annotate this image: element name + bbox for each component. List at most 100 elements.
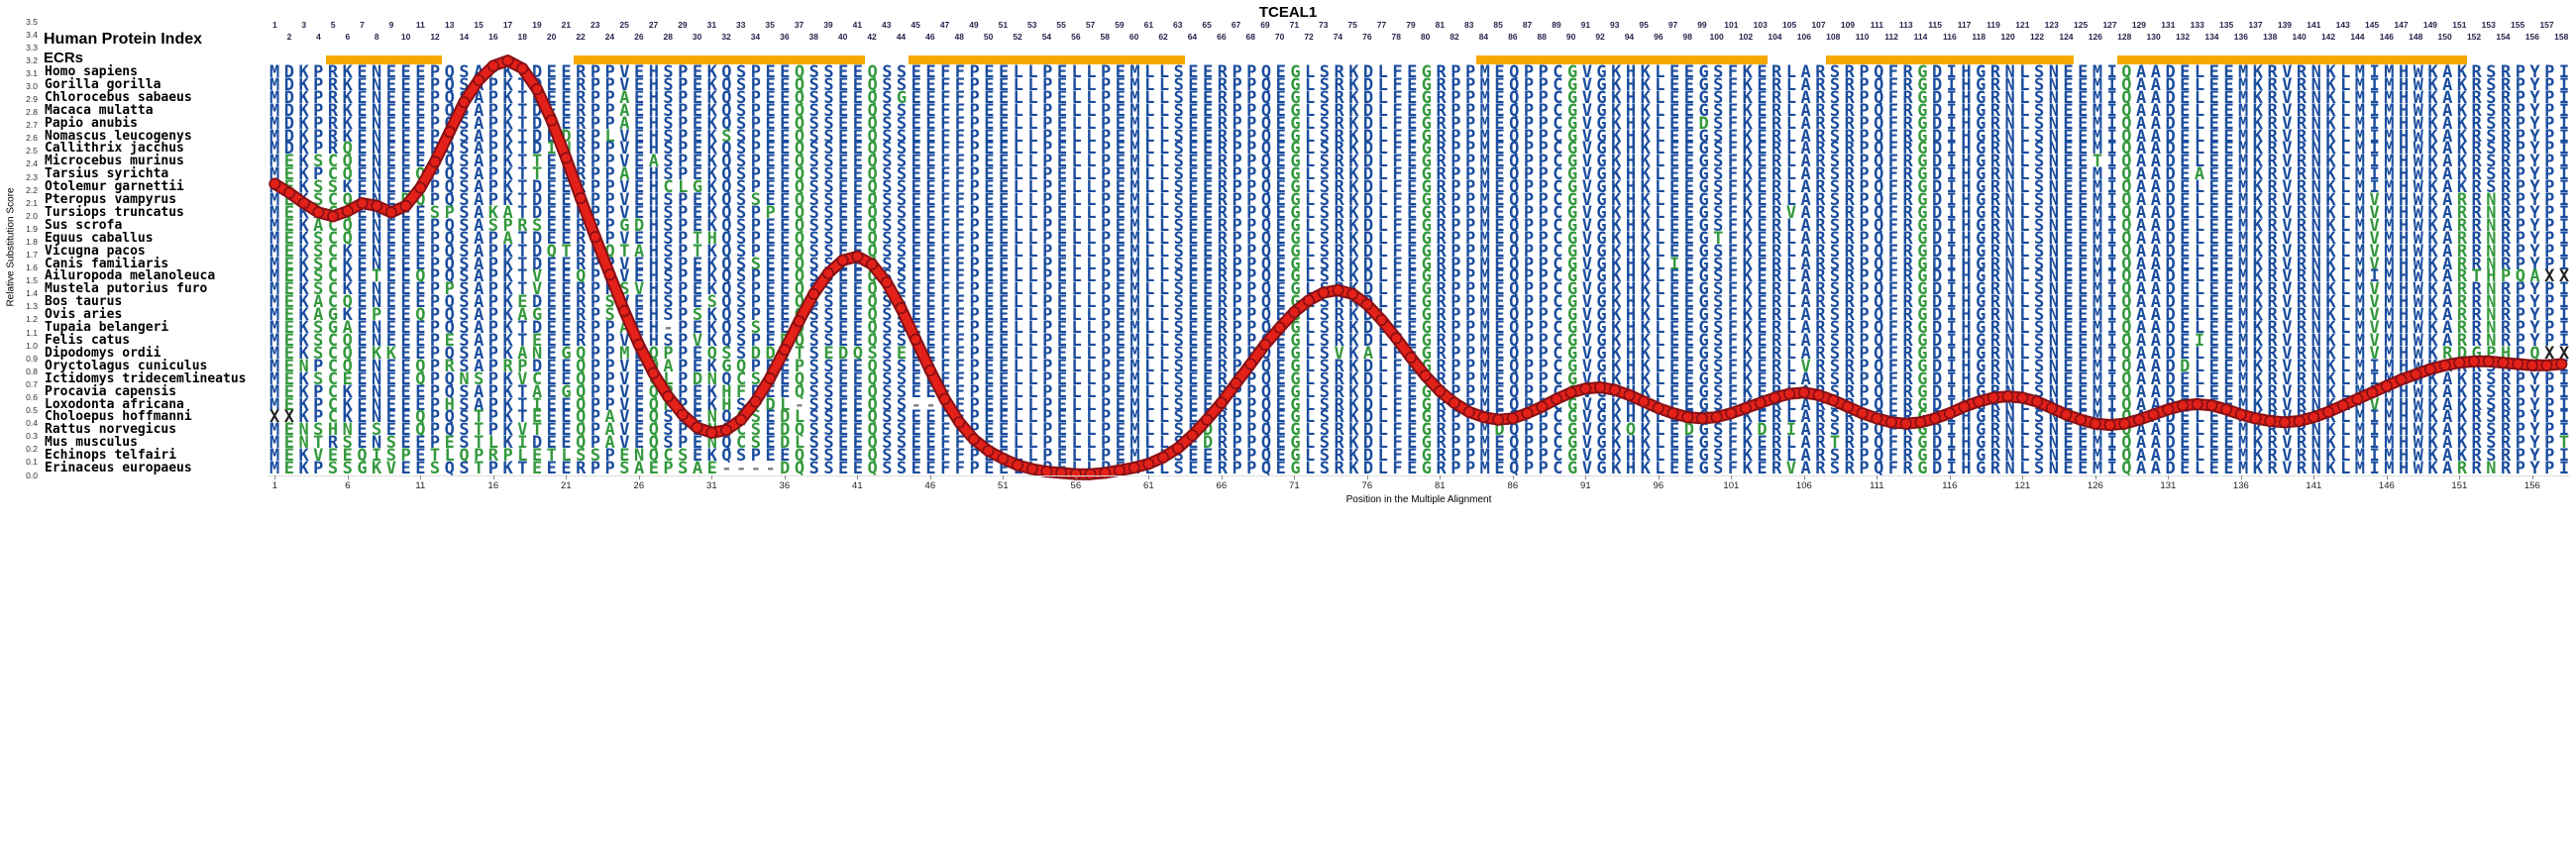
alignment-column-number: 88 [1537, 32, 1547, 42]
species-name: Tarsius syrichta [45, 166, 169, 182]
alignment-column-number: 3 [301, 20, 307, 30]
y-tick-label: 3.1 [26, 67, 38, 78]
y-tick-label: 0.6 [26, 391, 38, 402]
y-tick-label: 3.5 [26, 16, 38, 27]
alignment-column-number: 36 [780, 32, 790, 42]
y-tick-label: 2.6 [26, 133, 38, 144]
alignment-column-number: 150 [2437, 32, 2452, 42]
alignment-column-number: 142 [2320, 32, 2336, 42]
alignment-column-number: 80 [1420, 32, 1431, 42]
alignment-column-number: 4 [316, 32, 321, 42]
alignment-column-number: 87 [1522, 20, 1533, 30]
species-name: Canis familiaris [45, 256, 169, 271]
alignment-column-number: 116 [1942, 32, 1957, 42]
x-tick-label: 76 [1361, 480, 1373, 491]
ecrs-label: ECRs [44, 50, 84, 66]
alignment-column-number: 74 [1333, 32, 1343, 42]
y-tick-label: 1.1 [26, 327, 38, 338]
species-name: Microcebus murinus [45, 154, 184, 169]
alignment-column-number: 13 [445, 20, 455, 30]
x-tick-mark [2459, 475, 2461, 479]
alignment-column-number: 37 [794, 20, 805, 30]
x-tick-mark [711, 475, 713, 479]
x-tick-mark [1148, 475, 1150, 479]
x-tick-mark [1075, 475, 1077, 479]
alignment-column-number: 95 [1639, 20, 1649, 30]
x-tick-mark [1731, 475, 1733, 479]
y-tick-label: 0.7 [26, 378, 38, 389]
x-tick-label: 41 [852, 480, 863, 491]
y-tick-label: 1.3 [26, 301, 38, 312]
alignment-column-number: 114 [1913, 32, 1928, 42]
alignment-column-number: 105 [1782, 20, 1797, 30]
alignment-column-number: 69 [1260, 20, 1270, 30]
alignment-column-number: 158 [2554, 32, 2569, 42]
alignment-column-number: 8 [374, 32, 379, 42]
y-tick-label: 3.2 [26, 54, 38, 65]
x-tick-mark [2531, 475, 2533, 479]
species-name: Ailuropoda melanoleuca [45, 268, 216, 284]
x-tick-label: 1 [271, 480, 277, 491]
alignment-column-number: 72 [1304, 32, 1314, 42]
alignment-column-number: 50 [983, 32, 994, 42]
y-tick-label: 3.3 [26, 42, 38, 53]
alignment-column-number: 56 [1071, 32, 1081, 42]
species-name: Tupaia belangeri [45, 320, 169, 336]
alignment-column-number: 154 [2496, 32, 2511, 42]
y-tick-label: 2.4 [26, 158, 38, 169]
alignment-column-number: 52 [1013, 32, 1022, 42]
x-tick-mark [347, 475, 349, 479]
y-tick-label: 0.1 [26, 457, 38, 468]
y-tick-label: 0.4 [26, 418, 38, 429]
x-tick-label: 96 [1653, 480, 1664, 491]
alignment-column-number: 141 [2307, 20, 2321, 30]
species-name: Choloepus hoffmanni [45, 409, 192, 425]
alignment-column-number: 6 [345, 32, 351, 42]
species-name: Papio anubis [45, 115, 138, 131]
alignment-column-number: 28 [663, 32, 673, 42]
alignment-column-number: 60 [1128, 32, 1139, 42]
x-tick-label: 6 [345, 480, 351, 491]
alignment-column-number: 97 [1667, 20, 1678, 30]
alignment-column-number: 120 [2000, 32, 2015, 42]
y-tick-label: 2.7 [26, 120, 38, 131]
species-name: Sus scrofa [45, 217, 123, 233]
x-tick-mark [566, 475, 568, 479]
alignment-column-number: 101 [1724, 20, 1739, 30]
alignment-column-number: 94 [1624, 32, 1635, 42]
x-tick-mark [1003, 475, 1005, 479]
alignment-column-number: 93 [1610, 20, 1620, 30]
y-tick-label: 0.9 [26, 353, 38, 364]
y-tick-label: 0.3 [26, 431, 38, 442]
alignment-column-number: 1 [271, 20, 277, 30]
species-name: Echinops telfairi [45, 448, 177, 464]
x-tick-label: 21 [561, 480, 572, 491]
species-name: Loxodonta africana [45, 396, 184, 412]
alignment-column-number: 9 [388, 20, 394, 30]
alignment-column-number: 134 [2204, 32, 2219, 42]
y-tick-label: 1.8 [26, 236, 38, 247]
alignment-column-number: 41 [852, 20, 863, 30]
alignment-column-number: 110 [1855, 32, 1870, 42]
x-tick-label: 141 [2306, 480, 2322, 491]
alignment-column-number: 18 [517, 32, 527, 42]
x-tick-label: 61 [1143, 480, 1154, 491]
alignment-column-number: 19 [532, 20, 542, 30]
y-tick-label: 2.9 [26, 94, 38, 104]
species-name: Rattus norvegicus [45, 422, 177, 438]
x-tick-mark [929, 475, 931, 479]
species-name: Procavia capensis [45, 383, 177, 399]
y-tick-label: 2.5 [26, 146, 38, 157]
y-tick-label: 2.0 [26, 210, 38, 221]
alignment-column-number: 132 [2175, 32, 2191, 42]
x-tick-mark [1366, 475, 1368, 479]
alignment-column-number: 24 [604, 32, 615, 42]
alignment-column-number: 46 [925, 32, 935, 42]
sequence-row: MEKPSSGKVEESQSTPKTEEERPPSAEPSAE----DQSSE… [269, 459, 2574, 479]
species-name: Bos taurus [45, 294, 123, 310]
alignment-column-number: 77 [1376, 20, 1387, 30]
species-name: Ictidomys tridecemlineatus [45, 370, 247, 386]
alignment-column-number: 22 [576, 32, 586, 42]
y-tick-label: 3.0 [26, 80, 38, 91]
